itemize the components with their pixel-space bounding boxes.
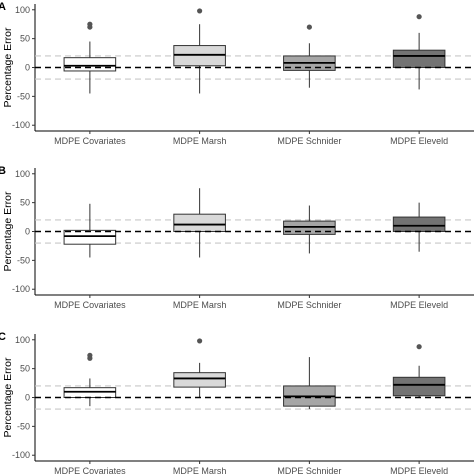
x-tick-label: MDPE Schnider bbox=[277, 466, 341, 474]
y-tick-label: 50 bbox=[20, 34, 30, 44]
y-tick-label: -50 bbox=[17, 91, 30, 101]
box-mdpe-schnider bbox=[283, 24, 336, 88]
x-tick-label: MDPE Schnider bbox=[277, 300, 341, 310]
y-tick-label: -50 bbox=[17, 255, 30, 265]
x-tick-label: MDPE Covariates bbox=[54, 300, 126, 310]
box-mdpe-marsh bbox=[173, 188, 226, 258]
outlier-point bbox=[416, 14, 422, 20]
panel-b: B Percentage Error -100 -50 0 50 100 MDPE Covar… bbox=[0, 165, 474, 310]
box-body bbox=[392, 49, 446, 69]
panel-c: C Percentage Error -100 -50 0 50 100 MDPE Covar… bbox=[0, 331, 474, 474]
box-mdpe-marsh bbox=[173, 338, 226, 398]
box-mdpe-eleveld bbox=[392, 344, 446, 398]
x-tick-label: MDPE Covariates bbox=[54, 466, 126, 474]
box-mdpe-covariates bbox=[63, 21, 117, 94]
box-mdpe-eleveld bbox=[392, 14, 446, 90]
y-tick-label: 50 bbox=[20, 198, 30, 208]
box-mdpe-marsh bbox=[173, 8, 226, 94]
y-tick-label: 100 bbox=[15, 169, 30, 179]
box-body bbox=[173, 213, 226, 233]
y-tick-label: 100 bbox=[15, 5, 30, 15]
y-axis-label: Percentage Error bbox=[2, 27, 14, 107]
y-tick-label: 0 bbox=[25, 63, 30, 73]
box-body bbox=[63, 57, 117, 72]
y-tick-label: 0 bbox=[25, 227, 30, 237]
x-tick-label: MDPE Eleveld bbox=[390, 300, 448, 310]
box-mdpe-eleveld bbox=[392, 202, 446, 252]
outlier-point bbox=[416, 344, 422, 350]
y-tick-label: -50 bbox=[17, 421, 30, 431]
outlier-point bbox=[306, 24, 312, 30]
y-tick-label: -100 bbox=[12, 284, 30, 294]
panel-a: A Percentage Error -100 -50 0 50 100 MDPE Covar… bbox=[0, 1, 474, 146]
y-tick-label: -100 bbox=[12, 120, 30, 130]
box-mdpe-schnider bbox=[283, 205, 336, 254]
x-tick-label: MDPE Schnider bbox=[277, 136, 341, 146]
box-body bbox=[173, 372, 226, 388]
outlier-point bbox=[197, 338, 203, 344]
y-tick-label: 100 bbox=[15, 335, 30, 345]
panel-letter: C bbox=[0, 331, 6, 343]
y-axis-label: Percentage Error bbox=[2, 191, 14, 271]
y-tick-label: 0 bbox=[25, 393, 30, 403]
x-tick-label: MDPE Marsh bbox=[173, 136, 227, 146]
box-body bbox=[392, 376, 446, 397]
x-tick-label: MDPE Marsh bbox=[173, 466, 227, 474]
outlier-point bbox=[87, 355, 93, 361]
panel-letter: B bbox=[0, 165, 6, 177]
x-tick-label: MDPE Eleveld bbox=[390, 136, 448, 146]
y-tick-label: 50 bbox=[20, 364, 30, 374]
x-tick-label: MDPE Eleveld bbox=[390, 466, 448, 474]
box-body bbox=[63, 229, 117, 245]
y-axis-label: Percentage Error bbox=[2, 357, 14, 437]
panel-letter: A bbox=[0, 1, 6, 13]
box-body bbox=[392, 216, 446, 232]
x-tick-label: MDPE Covariates bbox=[54, 136, 126, 146]
outlier-point bbox=[87, 24, 93, 30]
x-tick-label: MDPE Marsh bbox=[173, 300, 227, 310]
y-tick-label: -100 bbox=[12, 450, 30, 460]
outlier-point bbox=[197, 8, 203, 14]
box-mdpe-schnider bbox=[283, 357, 336, 410]
box-mdpe-covariates bbox=[63, 203, 117, 258]
